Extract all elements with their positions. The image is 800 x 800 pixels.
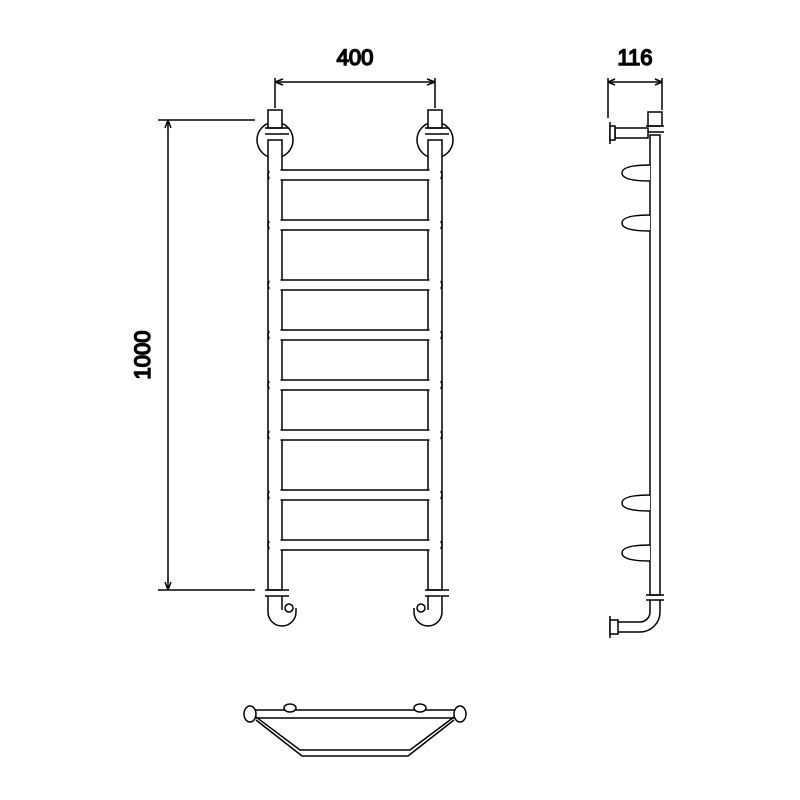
dimension-height-label: 1000: [130, 331, 155, 380]
front-bottom-mount-right: [414, 590, 449, 626]
dimension-height: [158, 120, 255, 590]
side-view: [610, 112, 664, 638]
front-rungs: [268, 170, 442, 550]
dimension-depth-label: 116: [617, 45, 652, 70]
top-view: [244, 704, 466, 756]
front-view: [257, 110, 453, 626]
front-bottom-mount-left: [265, 590, 296, 626]
dimension-width-label: 400: [337, 45, 374, 70]
side-brackets: [622, 165, 650, 561]
side-pipe: [650, 135, 660, 595]
technical-drawing: 400 1000: [0, 0, 800, 800]
side-mount-bottom: [610, 595, 664, 638]
dimension-width: [275, 78, 435, 108]
